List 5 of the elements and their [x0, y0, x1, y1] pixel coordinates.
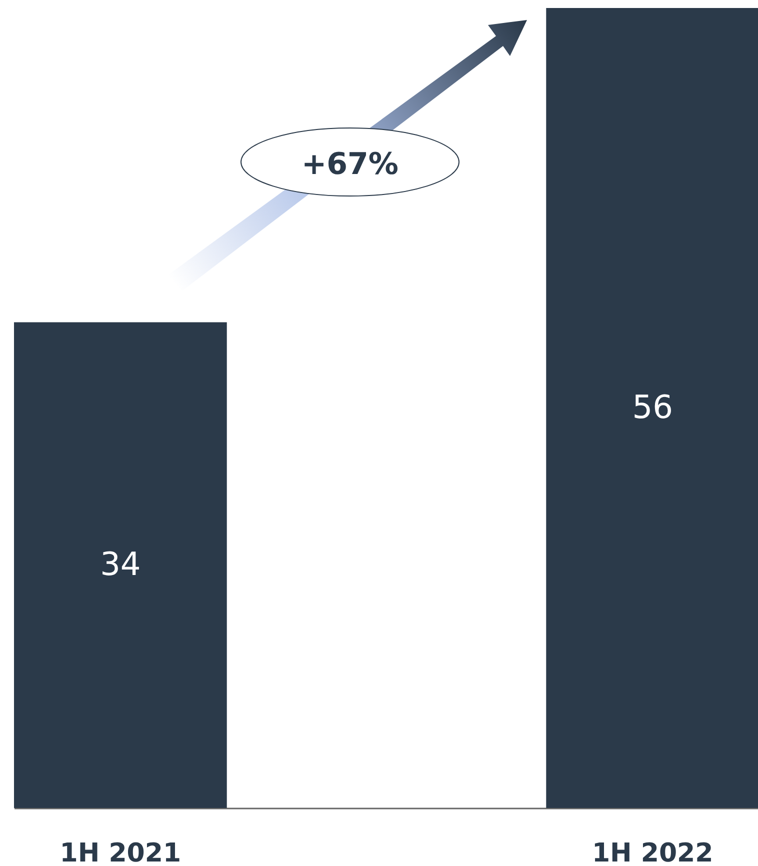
data-label: 34	[100, 545, 141, 584]
annotation: +67%	[302, 147, 398, 182]
data-label: 56	[632, 388, 673, 426]
x-tick-label: 1H 2021	[60, 838, 182, 866]
x-tick-label: 1H 2022	[592, 838, 714, 866]
